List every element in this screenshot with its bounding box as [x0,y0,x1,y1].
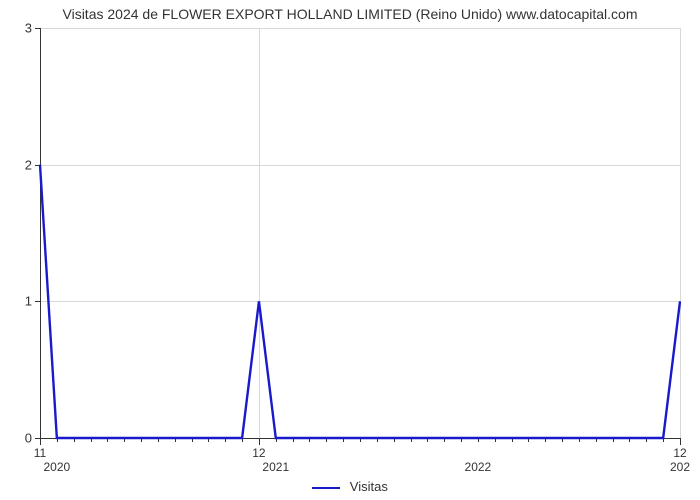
x-year-label: 202 [670,460,690,474]
x-tick-mark-major [40,438,41,445]
x-tick-label: 12 [252,446,265,460]
line-series [40,28,680,438]
x-year-label: 2022 [465,460,492,474]
legend-swatch [312,487,340,489]
x-year-label: 2021 [262,460,289,474]
y-tick-label: 2 [0,157,32,172]
chart-plot-area: 0123111212202020212022202 [40,28,680,438]
chart-title: Visitas 2024 de FLOWER EXPORT HOLLAND LI… [0,0,700,22]
gridline-vertical [680,28,681,438]
x-tick-label: 11 [34,446,46,460]
y-tick-label: 1 [0,294,32,309]
y-tick-label: 0 [0,431,32,446]
legend: Visitas [0,479,700,494]
y-tick-label: 3 [0,21,32,36]
x-tick-label: 12 [673,446,686,460]
x-tick-mark-major [259,438,260,445]
legend-label: Visitas [350,479,388,494]
x-tick-mark-major [680,438,681,445]
x-year-label: 2020 [43,460,70,474]
